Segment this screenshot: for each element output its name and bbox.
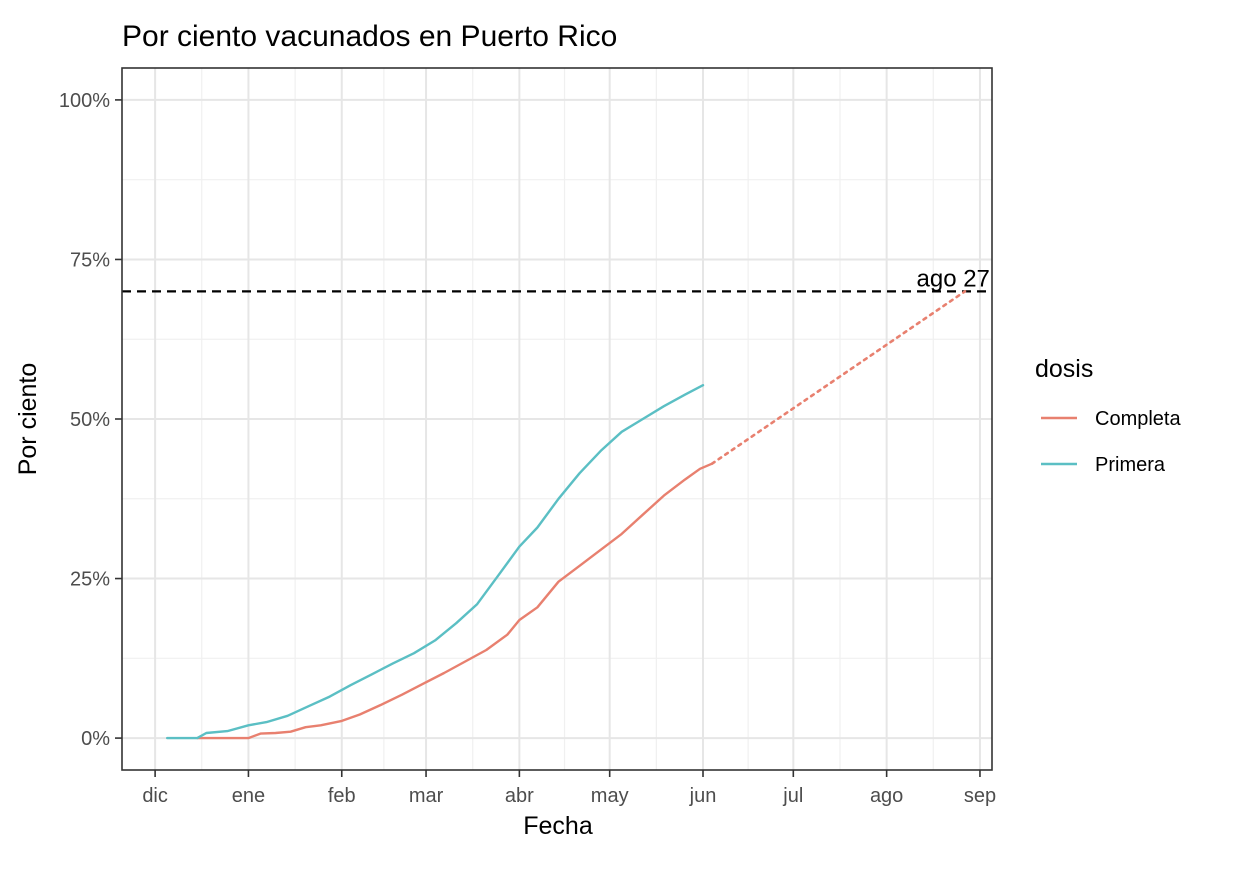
chart-title: Por ciento vacunados en Puerto Rico <box>122 20 617 53</box>
legend: Completa Primera <box>1041 408 1181 476</box>
y-axis-label: Por ciento <box>14 363 42 476</box>
y-tick-label: 50% <box>70 409 110 431</box>
y-tick-label: 25% <box>70 569 110 591</box>
x-tick-label: mar <box>409 785 444 807</box>
x-tick-label: jun <box>689 785 717 807</box>
annotation-ago-27: ago 27 <box>917 265 990 292</box>
legend-label-completa: Completa <box>1095 408 1181 430</box>
legend-label-primera: Primera <box>1095 454 1166 476</box>
y-tick-label: 100% <box>59 90 110 112</box>
x-tick-label: feb <box>328 785 356 807</box>
y-tick-label: 75% <box>70 249 110 271</box>
series-line-primera <box>165 384 705 740</box>
x-tick-label: abr <box>505 785 534 807</box>
x-tick-label: ene <box>232 785 265 807</box>
x-tick-label: jul <box>782 785 803 807</box>
grid-major <box>122 68 992 770</box>
x-tick-label: may <box>591 785 629 807</box>
x-axis: dic ene feb mar abr may jun jul ago sep <box>142 770 996 807</box>
y-axis: 0% 25% 50% 75% 100% <box>59 90 122 750</box>
x-tick-label: dic <box>142 785 168 807</box>
series-line-completa <box>196 462 714 740</box>
legend-title: dosis <box>1035 355 1093 383</box>
x-tick-label: ago <box>870 785 903 807</box>
x-axis-label: Fecha <box>523 812 593 840</box>
series-layer <box>165 290 967 740</box>
x-tick-label: sep <box>964 785 996 807</box>
series-line-completa-projection <box>710 290 967 466</box>
y-tick-label: 0% <box>81 728 110 750</box>
